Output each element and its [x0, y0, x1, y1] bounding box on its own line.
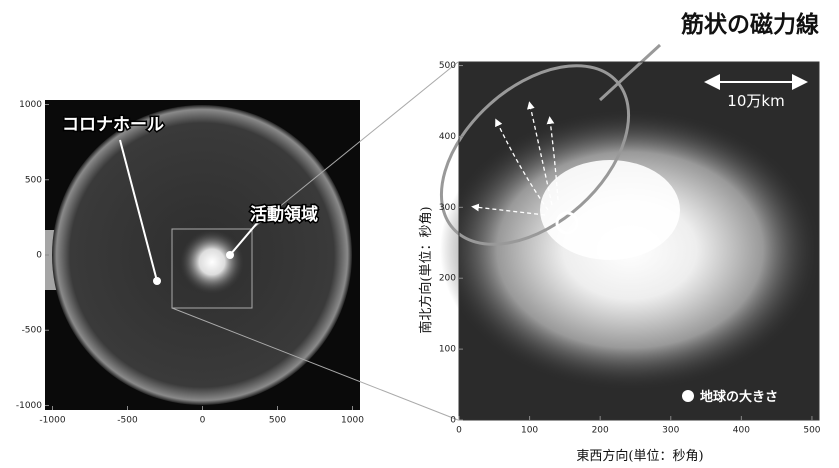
x-tick-label: 500 — [803, 426, 820, 436]
x-tick-label: 0 — [456, 426, 462, 436]
earth-size-label: 地球の大きさ — [700, 389, 778, 405]
x-tick-label: 300 — [662, 426, 679, 436]
y-tick-label: 500 — [25, 175, 42, 185]
pointer-dot — [226, 251, 234, 259]
y-tick-label: 1000 — [19, 100, 42, 110]
field-arrows — [471, 101, 559, 216]
pointer — [229, 221, 259, 256]
x-tick-label: 200 — [592, 426, 609, 436]
x-axis-label: 東西方向(単位：秒角) — [576, 448, 703, 464]
earth-size-dot — [682, 390, 694, 402]
pointer — [119, 139, 158, 282]
x-tick-label: 500 — [269, 416, 286, 426]
x-tick-label: -500 — [117, 416, 138, 426]
x-tick-label: -1000 — [39, 416, 65, 426]
label-coronal-hole: コロナホール — [62, 115, 164, 135]
earth-marker — [555, 211, 579, 235]
x-tick-label: 400 — [733, 426, 750, 436]
y-tick-label: 0 — [36, 251, 42, 261]
y-tick-label: 0 — [450, 416, 456, 426]
x-tick-label: 0 — [200, 416, 206, 426]
core — [540, 160, 680, 260]
x-tick-label: 100 — [521, 426, 538, 436]
field-ellipse — [439, 64, 631, 246]
title-pointer — [598, 43, 662, 102]
label-active-region: 活動領域 — [250, 204, 318, 225]
scale-label: 10万km — [727, 92, 784, 110]
zoom-box — [171, 228, 253, 309]
y-tick-label: -1000 — [16, 401, 42, 411]
active-region — [180, 230, 244, 294]
x-tick-label: 1000 — [341, 416, 364, 426]
zoom-line — [171, 307, 459, 421]
y-tick-label: 300 — [439, 203, 456, 213]
y-tick-label: 100 — [439, 345, 456, 355]
y-axis-label: 南北方向(単位：秒角) — [418, 206, 434, 333]
y-tick-label: 500 — [439, 61, 456, 71]
zoom-line — [251, 61, 459, 230]
y-tick-label: -500 — [22, 326, 43, 336]
pointer-dot — [153, 277, 161, 285]
title: 筋状の磁力線 — [681, 11, 819, 38]
y-tick-label: 200 — [439, 274, 456, 284]
y-tick-label: 400 — [439, 132, 456, 142]
frame — [458, 61, 820, 421]
